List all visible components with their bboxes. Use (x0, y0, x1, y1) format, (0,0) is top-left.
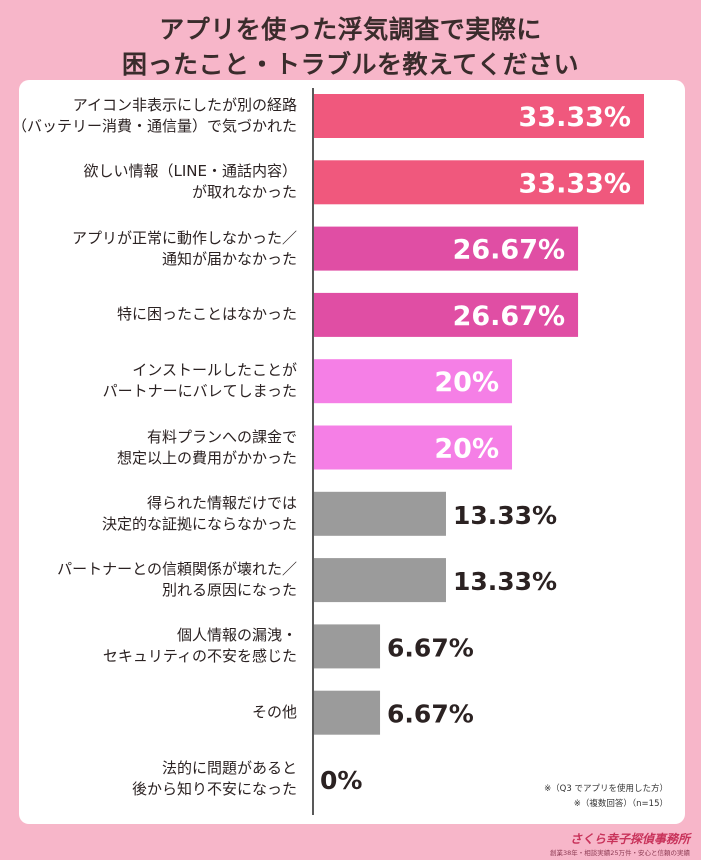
category-label: インストールしたことがパートナーにバレてしまった (10, 360, 297, 402)
category-label: 法的に問題があると後から知り不安になった (10, 758, 297, 800)
category-label-line: 個人情報の漏洩・ (176, 626, 297, 645)
bar (314, 425, 513, 470)
bar (314, 491, 446, 536)
category-label-line: が取れなかった (191, 183, 297, 202)
category-label-line: アイコン非表示にしたが別の経路 (72, 96, 297, 114)
bar (314, 292, 579, 337)
bar (314, 226, 579, 271)
category-label: 有料プランへの課金で想定以上の費用がかかった (10, 427, 297, 469)
value-label: 20% (434, 367, 499, 398)
title-line-1: アプリを使った浮気調査で実際に (159, 15, 542, 44)
category-label-line: セキュリティの不安を感じた (102, 647, 297, 666)
title-line-2: 困ったこと・トラブルを教えてください (121, 50, 579, 79)
bar (314, 359, 513, 404)
category-label-line: 後から知り不安になった (131, 780, 297, 798)
bar (314, 624, 381, 669)
value-label: 20% (434, 434, 499, 465)
category-label-line: パートナーとの信頼関係が壊れた／ (57, 560, 297, 579)
logo-name: さくら幸子探偵事務所 (569, 832, 690, 846)
page-title: アプリを使った浮気調査で実際に 困ったこと・トラブルを教えてください (0, 12, 701, 82)
category-label: その他 (10, 702, 297, 723)
category-label-line: 法的に問題があると (161, 759, 297, 777)
value-label: 6.67% (387, 700, 474, 729)
value-label: 26.67% (453, 235, 565, 266)
category-label-line: インストールしたことが (132, 361, 297, 380)
category-label-line: パートナーにバレてしまった (102, 382, 297, 401)
category-label: 得られた情報だけでは決定的な証拠にならなかった (10, 493, 297, 535)
category-label-line: 通知が届かなかった (161, 249, 297, 268)
value-label: 13.33% (453, 501, 557, 530)
company-logo: さくら幸子探偵事務所 創業38年・相談実績25万件・安心と信頼の実績 (500, 830, 690, 857)
category-label-line: （バッテリー消費・通信量）で気づかれた (11, 117, 297, 135)
category-label: 欲しい情報（LINE・通話内容） が取れなかった (10, 161, 297, 203)
value-label: 6.67% (387, 633, 474, 662)
category-label-line: 別れる原因になった (161, 581, 297, 600)
value-label: 33.33% (519, 102, 631, 133)
category-label: アイコン非表示にしたが別の経路 （バッテリー消費・通信量）で気づかれた (10, 95, 297, 137)
category-label: 個人情報の漏洩・セキュリティの不安を感じた (10, 625, 297, 667)
bar (314, 160, 644, 205)
value-label: 13.33% (453, 567, 557, 596)
category-label-line: 想定以上の費用がかかった (116, 448, 297, 467)
category-label-line: 決定的な証拠にならなかった (101, 514, 297, 533)
footnote-2: ※（複数回答）（n=15） (573, 799, 668, 809)
category-label-line: 欲しい情報（LINE・通話内容） (83, 162, 297, 181)
category-label-line: アプリが正常に動作しなかった／ (71, 228, 297, 247)
category-label-line: その他 (251, 703, 297, 722)
bar (314, 558, 446, 603)
logo-tagline: 創業38年・相談実績25万件・安心と信頼の実績 (549, 849, 690, 857)
category-label-line: 有料プランへの課金で (146, 427, 297, 446)
footnote-1: ※（Q3 でアプリを使用した方） (544, 784, 668, 794)
category-label-line: 特に困ったことはなかった (116, 305, 297, 324)
category-label: アプリが正常に動作しなかった／ 通知が届かなかった (10, 228, 297, 270)
value-label: 26.67% (453, 301, 565, 332)
value-label: 33.33% (519, 168, 631, 199)
category-label: パートナーとの信頼関係が壊れた／ 別れる原因になった (10, 559, 297, 601)
bar (314, 94, 644, 138)
bar (314, 690, 381, 735)
category-label: 特に困ったことはなかった (10, 304, 297, 325)
category-label-line: 得られた情報だけでは (146, 493, 297, 512)
value-label: 0% (320, 766, 362, 795)
